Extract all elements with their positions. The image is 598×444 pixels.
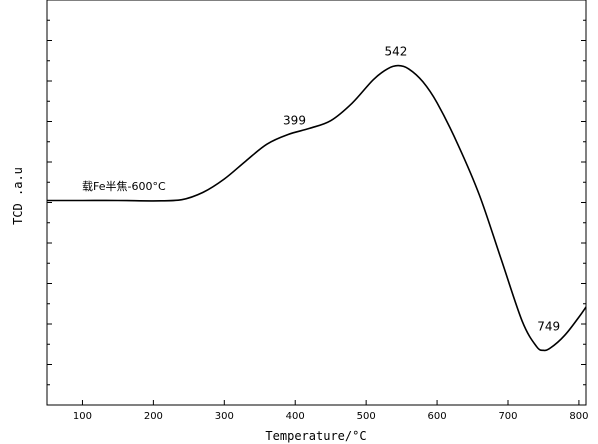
x-tick-label: 400	[286, 411, 305, 422]
x-tick-label: 200	[144, 411, 163, 422]
x-tick-label: 100	[73, 411, 92, 422]
x-tick-label: 800	[569, 411, 588, 422]
y-axis-ticks	[47, 0, 586, 406]
peak-annotations: 399 542 749	[283, 45, 560, 334]
x-tick-label: 300	[215, 411, 234, 422]
x-axis-title: Temperature/°C	[265, 429, 366, 443]
x-tick-label: 600	[428, 411, 447, 422]
x-tick-label: 500	[357, 411, 376, 422]
peak-label: 749	[537, 319, 560, 333]
x-axis-ticks: 100 200 300 400 500 600 700 800	[73, 400, 588, 422]
series-line	[47, 64, 587, 352]
peak-label: 542	[384, 45, 407, 59]
plot-frame	[46, 0, 587, 406]
peak-label: 399	[283, 113, 306, 127]
y-axis-title: TCD .a.u	[11, 167, 25, 225]
series-label: 载Fe半焦-600°C	[82, 179, 166, 193]
x-tick-label: 700	[498, 411, 517, 422]
